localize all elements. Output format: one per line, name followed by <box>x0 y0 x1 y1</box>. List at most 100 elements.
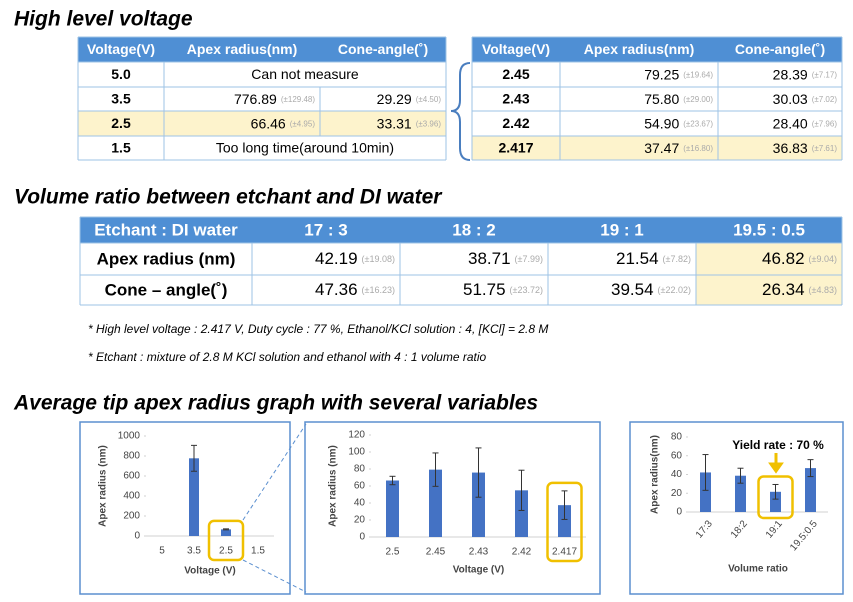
x-tick-label: 3.5 <box>187 546 201 557</box>
cell-value: 75.80 (±29.00) <box>644 91 713 107</box>
table-header: Etchant : DI water <box>94 220 238 239</box>
cell-value: 21.54 (±7.82) <box>616 249 691 268</box>
zoom-line <box>242 559 307 593</box>
cell-error: (±29.00) <box>683 95 713 104</box>
cell-error: (±4.50) <box>416 95 442 104</box>
y-tick-label: 120 <box>348 430 365 441</box>
table-header-bg <box>80 217 842 243</box>
row-highlight <box>472 136 842 160</box>
cell-main: 79.25 <box>644 66 679 82</box>
cell-value: 36.83 (±7.61) <box>773 140 838 156</box>
x-tick-label: 2.5 <box>219 546 233 557</box>
y-axis-label: Apex radius (nm) <box>98 445 109 527</box>
cell-value: 30.03 (±7.02) <box>773 91 838 107</box>
row-label: Apex radius (nm) <box>97 249 236 268</box>
table-header: Cone-angle(˚) <box>735 41 825 57</box>
bar <box>700 472 711 512</box>
table-header: Apex radius(nm) <box>187 41 297 57</box>
x-axis-label: Volume ratio <box>728 564 788 575</box>
table-header: Voltage(V) <box>87 41 155 57</box>
brace <box>450 62 471 161</box>
bar <box>515 490 528 537</box>
y-tick-label: 20 <box>354 515 366 526</box>
cell-main: 26.34 <box>762 280 805 299</box>
cell-text: Can not measure <box>251 66 359 82</box>
cell-main: 54.90 <box>644 115 679 131</box>
cell-main: 75.80 <box>644 91 679 107</box>
table-header: 19.5 : 0.5 <box>733 220 805 239</box>
row-label: 2.45 <box>502 66 529 82</box>
cell-main: 21.54 <box>616 249 659 268</box>
y-tick-label: 0 <box>134 531 140 542</box>
cell-value: 37.47 (±16.80) <box>644 140 713 156</box>
y-tick-label: 40 <box>671 469 683 480</box>
cell-value: 66.46 (±4.95) <box>251 115 316 131</box>
highlight-box <box>546 481 583 563</box>
chart-frame <box>629 421 844 595</box>
cell-value: 33.31 (±3.96) <box>377 115 442 131</box>
cell-error: (±129.48) <box>281 95 316 104</box>
cell-main: 33.31 <box>377 115 412 131</box>
cell-main: 47.36 <box>315 280 358 299</box>
cell-error: (±4.95) <box>290 120 316 129</box>
cell-value: 776.89 (±129.48) <box>234 91 315 107</box>
row-label: 2.5 <box>111 115 131 131</box>
table-header: 17 : 3 <box>304 220 347 239</box>
x-tick-label: 5 <box>159 546 165 557</box>
y-tick-label: 400 <box>123 491 140 502</box>
cell-error: (±23.72) <box>510 285 543 295</box>
row-label: Cone – angle(˚) <box>105 280 228 299</box>
cell-value: 28.39 (±7.17) <box>773 66 838 82</box>
cell-error: (±7.17) <box>812 71 838 80</box>
cell-error: (±16.23) <box>362 285 395 295</box>
table-header: 19 : 1 <box>600 220 643 239</box>
bar <box>472 472 485 537</box>
y-tick-label: 100 <box>348 447 365 458</box>
cell-main: 28.40 <box>773 115 808 131</box>
cell-value: 28.40 (±7.96) <box>773 115 838 131</box>
bar <box>558 505 571 537</box>
y-tick-label: 800 <box>123 451 140 462</box>
table-header: Voltage(V) <box>482 41 550 57</box>
x-tick-label: 2.5 <box>386 547 400 558</box>
zoom-line <box>242 423 307 521</box>
section-title: Volume ratio between etchant and DI wate… <box>14 186 443 209</box>
cell-highlight <box>696 243 842 275</box>
cell-main: 66.46 <box>251 115 286 131</box>
x-axis-label: Voltage (V) <box>184 566 235 577</box>
row-highlight <box>78 111 446 136</box>
cell-highlight <box>696 275 842 305</box>
cell-main: 42.19 <box>315 249 358 268</box>
cell-error: (±4.83) <box>809 285 837 295</box>
cell-error: (±16.80) <box>683 144 713 153</box>
y-tick-label: 80 <box>671 432 683 443</box>
row-label: 1.5 <box>111 140 131 156</box>
x-tick-label: 2.42 <box>512 547 532 558</box>
cell-error: (±3.96) <box>416 120 442 129</box>
cell-error: (±19.08) <box>362 254 395 264</box>
cell-error: (±9.04) <box>809 254 837 264</box>
cell-main: 38.71 <box>468 249 511 268</box>
cell-error: (±7.02) <box>812 95 838 104</box>
table-header-bg <box>472 37 842 62</box>
section-title: Average tip apex radius graph with sever… <box>13 392 538 415</box>
highlight-box <box>757 475 794 520</box>
cell-value: 47.36 (±16.23) <box>315 280 395 299</box>
cell-main: 39.54 <box>611 280 654 299</box>
chart-frame <box>304 421 601 595</box>
note: * High level voltage : 2.417 V, Duty cyc… <box>88 322 548 336</box>
bar <box>189 458 199 536</box>
table-header: Apex radius(nm) <box>584 41 694 57</box>
cell-error: (±19.64) <box>683 71 713 80</box>
y-tick-label: 0 <box>676 507 682 518</box>
cell-value: 46.82 (±9.04) <box>762 249 837 268</box>
row-label: 2.42 <box>502 115 529 131</box>
cell-main: 37.47 <box>644 140 679 156</box>
cell-main: 28.39 <box>773 66 808 82</box>
y-tick-label: 40 <box>354 498 366 509</box>
cell-value: 42.19 (±19.08) <box>315 249 395 268</box>
bar <box>805 468 816 512</box>
arrow <box>768 453 784 474</box>
cell-text: Too long time(around 10min) <box>216 140 394 156</box>
